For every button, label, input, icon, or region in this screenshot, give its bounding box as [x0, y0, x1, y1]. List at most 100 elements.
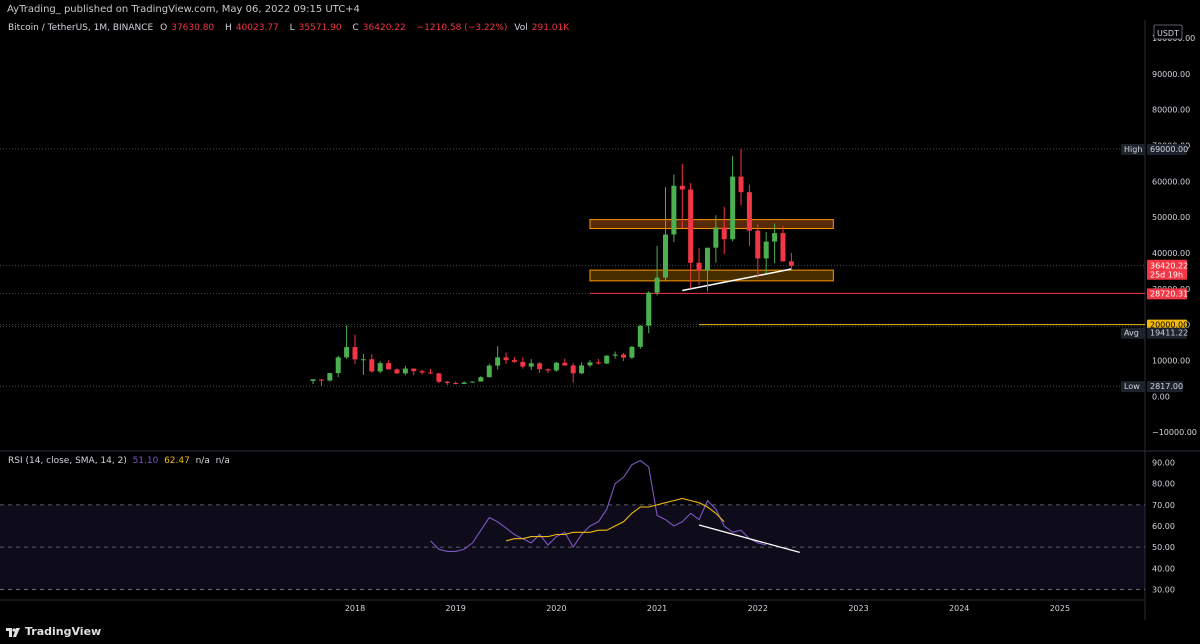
high-tag-box [1121, 144, 1145, 155]
level-20000-text: 20000.00 [1150, 321, 1188, 330]
candle-body [688, 189, 694, 263]
rsi-tick-label: 60.00 [1152, 522, 1175, 531]
publisher-line: AyTrading_ published on TradingView.com,… [7, 4, 360, 15]
symbol-legend: Bitcoin / TetherUS, 1M, BINANCE O 37630.8… [8, 23, 577, 33]
candle-body [629, 346, 635, 358]
avg-tag-box [1121, 327, 1145, 339]
rsi-title[interactable]: RSI (14, close, SMA, 14, 2) [8, 456, 127, 466]
candle-body [772, 233, 778, 242]
support-zone [589, 269, 834, 282]
candle-body [469, 381, 475, 383]
candle-body [369, 359, 375, 372]
candle-body [662, 234, 668, 278]
rsi-na-1: n/a [195, 456, 210, 466]
open-label: O [160, 23, 168, 33]
candle-body [478, 377, 484, 382]
low-label: L [289, 23, 295, 33]
candle-body [377, 363, 383, 372]
time-tick-label: 2023 [848, 604, 868, 613]
currency-badge-text: USDT [1157, 29, 1179, 38]
price-trendline [682, 268, 792, 292]
candle-body [587, 362, 593, 366]
rsi-tick-label: 40.00 [1152, 564, 1175, 573]
candle-body [679, 185, 685, 190]
candle-body [486, 365, 492, 378]
price-tick-label: 50000.00 [1152, 213, 1190, 222]
time-tick-label: 2019 [446, 604, 466, 613]
time-tick-label: 2025 [1050, 604, 1070, 613]
candle-body [696, 262, 702, 271]
candle-body [327, 373, 333, 381]
rsi-tick-label: 70.00 [1152, 501, 1175, 510]
candle-body [704, 247, 710, 271]
candle-body [511, 360, 517, 362]
high-price-box [1147, 144, 1187, 155]
price-tick-label: 60000.00 [1152, 177, 1190, 186]
avg-price-text: 19411.22 [1150, 329, 1188, 338]
time-tick-label: 2021 [647, 604, 667, 613]
price-tick-label: 80000.00 [1152, 106, 1190, 115]
avg-tag-text: Avg [1124, 329, 1139, 338]
candle-body [604, 355, 610, 364]
candle-body [788, 261, 794, 266]
vol-value: 291.01K [531, 23, 570, 33]
rsi-trendline [698, 524, 800, 554]
price-tick-label: 0.00 [1152, 392, 1170, 401]
candle-body [528, 363, 534, 367]
close-label: C [352, 23, 359, 33]
candle-body [545, 369, 551, 371]
candle-body [755, 230, 761, 259]
resistance-zone [589, 219, 834, 230]
price-tick-label: 90000.00 [1152, 70, 1190, 79]
candle-body [730, 176, 736, 240]
candle-body [738, 176, 744, 193]
candle-body [419, 371, 425, 373]
high-tag-text: High [1124, 145, 1142, 154]
low-price-box [1147, 381, 1183, 393]
candle-body [386, 363, 392, 370]
rsi-na-2: n/a [215, 456, 230, 466]
candle-body [436, 373, 442, 382]
candle-body [579, 365, 585, 374]
rsi-line [430, 459, 767, 552]
candle-body [595, 362, 601, 364]
candle-body [495, 357, 501, 366]
candle-body [654, 277, 660, 293]
candle-body [721, 227, 727, 240]
candle-body [344, 347, 350, 358]
candle-body [612, 354, 618, 356]
symbol-title[interactable]: Bitcoin / TetherUS, 1M, BINANCE [8, 23, 154, 33]
publish-bar: AyTrading_ published on TradingView.com,… [0, 0, 1200, 20]
high-price-text: 69000.00 [1150, 145, 1188, 154]
rsi-sma-line [505, 497, 725, 542]
price-tick-label: −10000.00 [1152, 428, 1197, 437]
high-value: 40023.77 [235, 23, 279, 33]
candle-body [461, 382, 467, 384]
rsi-sma-value: 62.47 [164, 456, 190, 466]
candle-body [411, 368, 417, 372]
candle-body [646, 292, 652, 326]
candle-body [394, 369, 400, 374]
tradingview-brand[interactable]: TradingView [25, 625, 102, 638]
low-price-text: 2817.00 [1150, 382, 1183, 391]
candle-body [553, 362, 559, 371]
footer-bar: TradingView [0, 620, 1200, 644]
last-price-box [1147, 259, 1187, 280]
candle-body [453, 383, 459, 385]
level-28720-text: 28720.31 [1150, 289, 1188, 298]
candle-body [621, 354, 627, 358]
time-tick-label: 2020 [546, 604, 566, 613]
last-price-value: 36420.22 [1150, 262, 1188, 271]
candle-body [671, 185, 677, 235]
candle-body [713, 227, 719, 248]
rsi-tick-label: 80.00 [1152, 480, 1175, 489]
time-tick-label: 2018 [345, 604, 365, 613]
candle-body [637, 325, 643, 347]
open-value: 37630.80 [171, 23, 215, 33]
candle-body [318, 379, 324, 381]
level-28720-box [1147, 288, 1187, 300]
candle-body [352, 347, 358, 360]
low-tag-text: Low [1124, 382, 1140, 391]
candle-body [310, 379, 316, 381]
